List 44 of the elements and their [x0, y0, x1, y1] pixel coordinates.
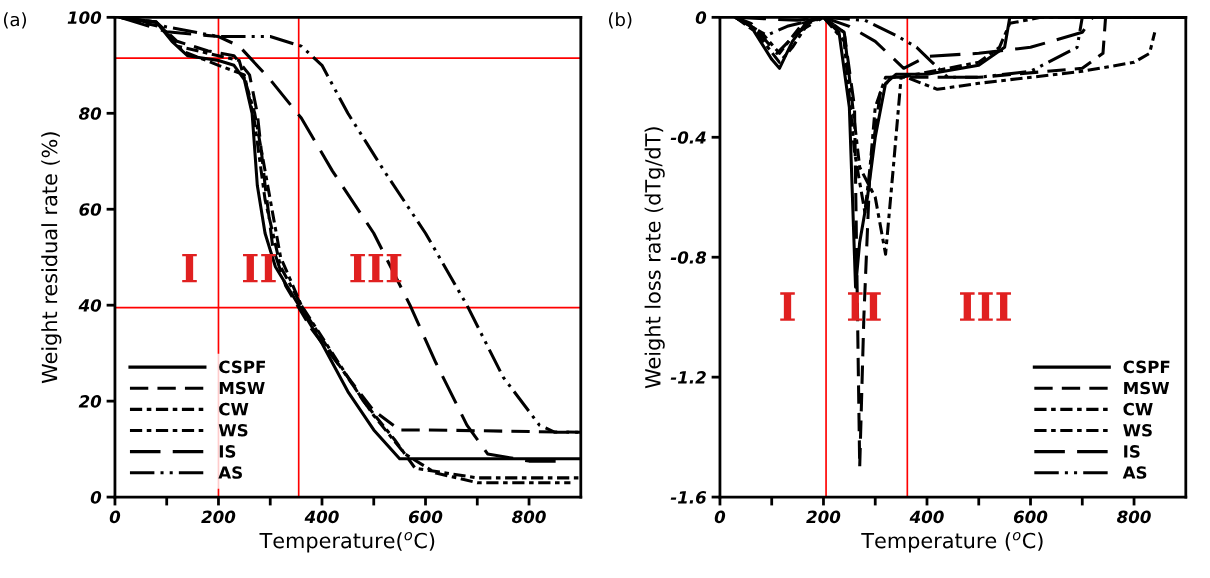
- annotation: I: [182, 253, 197, 283]
- legend-label: MSW: [1124, 381, 1170, 395]
- chart-title: (a): [3, 12, 27, 29]
- y-axis-title: Weight loss rate (dTg/dT): [644, 127, 665, 389]
- y-tick-label: -0.4: [670, 131, 706, 144]
- legend-label: MSW: [219, 381, 265, 395]
- y-tick-label: 60: [79, 203, 102, 216]
- y-axis-title: Weight residual rate (%): [41, 132, 62, 384]
- legend-label: WS: [1123, 423, 1152, 437]
- x-tick-label: 200: [201, 510, 236, 524]
- y-tick-label: 100: [67, 11, 102, 24]
- legend-label: IS: [1124, 445, 1140, 458]
- legend-label: CSPF: [1123, 360, 1170, 374]
- y-tick-label: -1.2: [670, 371, 706, 384]
- x-tick-label: 800: [512, 510, 546, 524]
- x-tick-label: 800: [1117, 510, 1151, 524]
- y-tick-label: 0: [695, 11, 707, 24]
- x-tick-label: 0: [109, 510, 121, 524]
- annotation: II: [847, 292, 881, 321]
- legend-label: CW: [219, 402, 249, 416]
- legend-label: CSPF: [219, 360, 266, 374]
- annotation: II: [242, 253, 276, 283]
- y-tick-label: 80: [78, 107, 102, 120]
- x-tick-label: 200: [806, 510, 841, 524]
- annotation: III: [960, 292, 1011, 321]
- x-tick-label: 400: [909, 510, 944, 524]
- y-tick-label: 20: [78, 395, 102, 408]
- y-tick-label: -1.6: [670, 491, 707, 504]
- x-axis-title: Temperature ($^{o}$C): [861, 531, 1043, 553]
- y-tick-label: -0.8: [670, 251, 707, 264]
- chart-title: (b): [608, 12, 632, 29]
- annotation: I: [780, 292, 795, 321]
- x-tick-label: 400: [304, 510, 339, 524]
- legend-label: AS: [1122, 466, 1147, 479]
- x-tick-label: 600: [408, 510, 443, 524]
- legend-label: CW: [1123, 402, 1153, 416]
- x-tick-label: 600: [1013, 510, 1048, 524]
- legend-label: WS: [218, 423, 248, 437]
- y-tick-label: 0: [90, 491, 102, 504]
- y-tick-label: 40: [78, 299, 102, 312]
- x-tick-label: 0: [714, 510, 726, 524]
- x-axis-title: Temperature($^{o}$C): [259, 531, 435, 553]
- legend-label: IS: [219, 445, 236, 458]
- legend-label: AS: [218, 466, 242, 479]
